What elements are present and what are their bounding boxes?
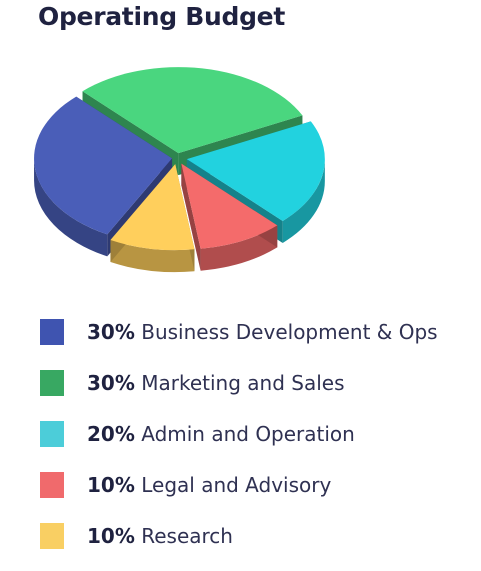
legend-label: Legal and Advisory bbox=[141, 473, 332, 497]
pie-slice bbox=[181, 163, 278, 271]
pie-slice-side bbox=[34, 158, 108, 257]
legend-label: Research bbox=[141, 524, 233, 548]
pie-slice-side bbox=[110, 240, 195, 273]
legend-text: 10% Research bbox=[87, 524, 233, 548]
legend-swatch bbox=[40, 421, 64, 447]
legend-percent: 20% bbox=[87, 422, 135, 446]
legend-label: Business Development & Ops bbox=[141, 320, 438, 344]
pie-chart bbox=[34, 67, 325, 273]
pie-slice-side bbox=[200, 225, 278, 271]
pie-slice-side bbox=[282, 159, 325, 243]
pie-slice-wall bbox=[181, 163, 201, 271]
legend-text: 20% Admin and Operation bbox=[87, 422, 355, 446]
pie-slice-top bbox=[110, 164, 195, 251]
legend-text: 10% Legal and Advisory bbox=[87, 473, 331, 497]
pie-slice-top bbox=[186, 121, 325, 221]
legend-label: Admin and Operation bbox=[141, 422, 355, 446]
pie-slice-top bbox=[82, 67, 303, 154]
legend-swatch bbox=[40, 319, 64, 345]
chart-title: Operating Budget bbox=[38, 2, 285, 31]
legend-swatch bbox=[40, 472, 64, 498]
pie-slice bbox=[110, 164, 195, 273]
legend-label: Marketing and Sales bbox=[141, 371, 345, 395]
legend-percent: 30% bbox=[87, 371, 135, 395]
legend-text: 30% Marketing and Sales bbox=[87, 371, 345, 395]
legend-swatch bbox=[40, 523, 64, 549]
pie-slice-top bbox=[34, 96, 173, 235]
legend-percent: 30% bbox=[87, 320, 135, 344]
legend-text: 30% Business Development & Ops bbox=[87, 320, 438, 344]
pie-slice-top bbox=[181, 163, 278, 249]
legend-swatch bbox=[40, 370, 64, 396]
legend-percent: 10% bbox=[87, 473, 135, 497]
legend-percent: 10% bbox=[87, 524, 135, 548]
